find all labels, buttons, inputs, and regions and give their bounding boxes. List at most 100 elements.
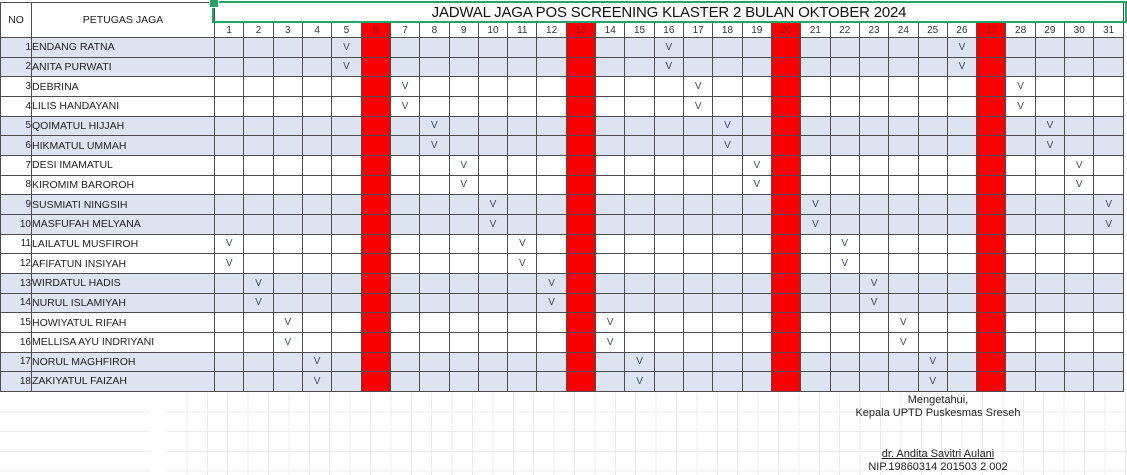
- cell-r3-d6[interactable]: [360, 76, 391, 97]
- cell-r2-d1[interactable]: [213, 56, 245, 78]
- cell-r4-d3[interactable]: [272, 95, 303, 117]
- cell-r16-d31[interactable]: [1093, 331, 1124, 353]
- cell-r4-d26[interactable]: [946, 95, 978, 117]
- cell-r17-d7[interactable]: [389, 351, 421, 373]
- cell-r13-d7[interactable]: [389, 272, 421, 294]
- cell-r13-d6[interactable]: [360, 272, 391, 294]
- cell-r11-d16[interactable]: [653, 233, 685, 255]
- cell-r14-d26[interactable]: [946, 292, 978, 314]
- cell-r7-d15[interactable]: [624, 154, 655, 176]
- cell-r6-d30[interactable]: [1064, 135, 1095, 156]
- cell-r15-d29[interactable]: [1034, 312, 1066, 333]
- cell-r5-d23[interactable]: [858, 115, 890, 137]
- cell-r6-d9[interactable]: [448, 135, 479, 156]
- cell-r8-d3[interactable]: [272, 174, 303, 196]
- cell-r4-d5[interactable]: [331, 95, 362, 117]
- cell-r13-d14[interactable]: [595, 272, 626, 294]
- cell-r10-d29[interactable]: [1034, 213, 1066, 235]
- cell-r12-d22[interactable]: V: [829, 253, 860, 274]
- officer-name[interactable]: ZAKIYATUL FAIZAH: [31, 371, 215, 392]
- cell-r13-d25[interactable]: [917, 272, 948, 294]
- cell-r5-d10[interactable]: [477, 115, 509, 137]
- cell-r10-d5[interactable]: [331, 213, 362, 235]
- cell-r13-d1[interactable]: [213, 272, 245, 294]
- cell-r5-d15[interactable]: [624, 115, 655, 137]
- cell-r6-d18[interactable]: V: [712, 135, 743, 156]
- cell-r2-d2[interactable]: [243, 56, 274, 78]
- cell-r16-d5[interactable]: [331, 331, 362, 353]
- cell-r13-d13[interactable]: [565, 272, 597, 294]
- cell-r15-d12[interactable]: [536, 312, 567, 333]
- cell-r13-d30[interactable]: [1064, 272, 1095, 294]
- cell-r10-d8[interactable]: [419, 213, 450, 235]
- cell-r14-d30[interactable]: [1064, 292, 1095, 314]
- cell-r15-d17[interactable]: [682, 312, 714, 333]
- cell-r16-d24[interactable]: V: [888, 331, 919, 353]
- cell-r9-d29[interactable]: [1034, 194, 1066, 215]
- cell-r11-d18[interactable]: [712, 233, 743, 255]
- cell-r7-d24[interactable]: [888, 154, 919, 176]
- cell-r11-d12[interactable]: [536, 233, 567, 255]
- row-number[interactable]: 10: [0, 213, 32, 235]
- row-number[interactable]: 1: [0, 37, 32, 58]
- cell-r11-d29[interactable]: [1034, 233, 1066, 255]
- cell-r11-d23[interactable]: [858, 233, 890, 255]
- cell-r1-d2[interactable]: [243, 37, 274, 58]
- cell-r15-d14[interactable]: V: [595, 312, 626, 333]
- cell-r7-d31[interactable]: [1093, 154, 1124, 176]
- cell-r13-d8[interactable]: [419, 272, 450, 294]
- cell-r12-d19[interactable]: [741, 253, 772, 274]
- cell-r2-d15[interactable]: [624, 56, 655, 78]
- row-number[interactable]: 17: [0, 351, 32, 373]
- cell-r1-d30[interactable]: [1064, 37, 1095, 58]
- cell-r5-d1[interactable]: [213, 115, 245, 137]
- cell-r10-d15[interactable]: [624, 213, 655, 235]
- cell-r7-d23[interactable]: [858, 154, 890, 176]
- officer-name[interactable]: HOWIYATUL RIFAH: [31, 312, 215, 333]
- cell-r3-d11[interactable]: [507, 76, 538, 97]
- cell-r2-d20[interactable]: [770, 56, 802, 78]
- cell-r16-d6[interactable]: [360, 331, 391, 353]
- cell-r7-d22[interactable]: [829, 154, 860, 176]
- cell-r1-d25[interactable]: [917, 37, 948, 58]
- cell-r16-d18[interactable]: [712, 331, 743, 353]
- cell-r2-d14[interactable]: [595, 56, 626, 78]
- cell-r3-d16[interactable]: [653, 76, 685, 97]
- cell-r1-d22[interactable]: [829, 37, 860, 58]
- day-header-17[interactable]: 17: [682, 22, 714, 38]
- cell-r10-d26[interactable]: [946, 213, 978, 235]
- day-header-21[interactable]: 21: [800, 22, 831, 38]
- cell-r4-d28[interactable]: V: [1005, 95, 1036, 117]
- cell-r7-d26[interactable]: [946, 154, 978, 176]
- cell-r16-d11[interactable]: [507, 331, 538, 353]
- cell-r16-d9[interactable]: [448, 331, 479, 353]
- cell-r12-d26[interactable]: [946, 253, 978, 274]
- cell-r3-d28[interactable]: V: [1005, 76, 1036, 97]
- cell-r1-d31[interactable]: [1093, 37, 1124, 58]
- cell-r9-d25[interactable]: [917, 194, 948, 215]
- officer-name[interactable]: LILIS HANDAYANI: [31, 95, 215, 117]
- cell-r18-d11[interactable]: [507, 371, 538, 392]
- cell-r12-d11[interactable]: V: [507, 253, 538, 274]
- cell-r5-d27[interactable]: [976, 115, 1007, 137]
- cell-r11-d3[interactable]: [272, 233, 303, 255]
- cell-r11-d15[interactable]: [624, 233, 655, 255]
- cell-r18-d5[interactable]: [331, 371, 362, 392]
- cell-r4-d8[interactable]: [419, 95, 450, 117]
- cell-r18-d2[interactable]: [243, 371, 274, 392]
- cell-r18-d28[interactable]: [1005, 371, 1036, 392]
- cell-r9-d18[interactable]: [712, 194, 743, 215]
- cell-r4-d12[interactable]: [536, 95, 567, 117]
- cell-r3-d20[interactable]: [770, 76, 802, 97]
- cell-r7-d17[interactable]: [682, 154, 714, 176]
- cell-r8-d14[interactable]: [595, 174, 626, 196]
- cell-r1-d15[interactable]: [624, 37, 655, 58]
- cell-r5-d19[interactable]: [741, 115, 772, 137]
- cell-r15-d25[interactable]: [917, 312, 948, 333]
- cell-r14-d11[interactable]: [507, 292, 538, 314]
- cell-r4-d2[interactable]: [243, 95, 274, 117]
- cell-r11-d1[interactable]: V: [213, 233, 245, 255]
- cell-r13-d4[interactable]: [301, 272, 333, 294]
- cell-r18-d1[interactable]: [213, 371, 245, 392]
- cell-r11-d31[interactable]: [1093, 233, 1124, 255]
